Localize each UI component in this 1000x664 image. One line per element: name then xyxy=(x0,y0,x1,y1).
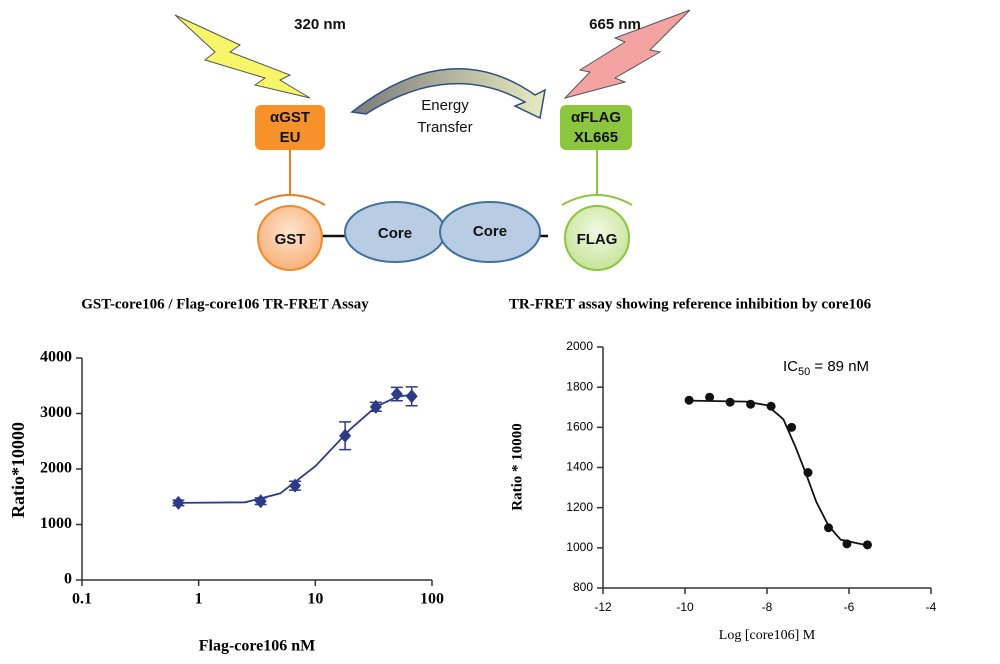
x-tick-label: -8 xyxy=(762,600,773,614)
annotation-text: IC xyxy=(783,358,798,375)
annotation-sub: 50 xyxy=(798,366,810,378)
label: 320 nm xyxy=(294,16,346,33)
diagram: 320 nm 665 nm αGST EU Energy Transfer αF… xyxy=(174,9,691,271)
annotation-text: = 89 nM xyxy=(810,358,869,375)
gst-circle xyxy=(257,205,323,271)
y-tick-label: 1000 xyxy=(566,540,593,554)
y-tick-label: 800 xyxy=(573,580,593,594)
y-tick-label: 1600 xyxy=(566,420,593,434)
y-tick-label: 3000 xyxy=(40,404,72,421)
point xyxy=(369,399,382,414)
y-tick-label: 0 xyxy=(64,571,72,588)
y-tick-label: 1000 xyxy=(40,515,72,532)
chart-title: GST-core106 / Flag-core106 TR-FRET Assay xyxy=(81,296,369,312)
point xyxy=(787,422,797,432)
acceptor-box xyxy=(560,105,632,150)
y-tick-label: 2000 xyxy=(566,339,593,353)
fit-curve xyxy=(178,393,412,504)
label: EU xyxy=(280,129,301,146)
x-axis-label: Log [core106] M xyxy=(719,628,816,643)
point xyxy=(862,540,872,550)
fit-curve xyxy=(689,399,868,547)
y-tick-label: 4000 xyxy=(40,349,72,366)
label: Transfer xyxy=(417,119,472,136)
point xyxy=(725,397,735,407)
x-tick-label: -12 xyxy=(594,600,612,614)
x-tick-label: 1 xyxy=(195,591,203,608)
label: Core xyxy=(378,225,412,242)
label: GST xyxy=(275,231,306,248)
label: αFLAG xyxy=(571,109,621,126)
label: αGST xyxy=(270,109,310,126)
y-tick-label: 2000 xyxy=(40,460,72,477)
label: 665 nm xyxy=(589,16,641,33)
point xyxy=(705,392,715,402)
point xyxy=(746,399,756,409)
point xyxy=(390,387,403,402)
x-axis-label: Flag-core106 nM xyxy=(199,638,316,655)
excitation-bolt xyxy=(174,14,311,99)
x-tick-label: 0.1 xyxy=(72,591,92,608)
label: XL665 xyxy=(574,129,618,146)
x-tick-label: 100 xyxy=(420,591,444,608)
emission-bolt xyxy=(563,9,691,99)
point xyxy=(842,539,852,549)
y-axis-label: Ratio * 10000 xyxy=(509,423,525,511)
point xyxy=(172,495,185,510)
point xyxy=(766,401,776,411)
point xyxy=(803,468,813,478)
transfer-arrow xyxy=(350,68,547,120)
annotation: IC50 = 89 nM xyxy=(783,358,869,378)
acceptor-cup xyxy=(561,194,633,206)
y-tick-label: 1800 xyxy=(566,379,593,393)
label: Core xyxy=(473,223,507,240)
point xyxy=(824,523,833,533)
point xyxy=(339,428,352,443)
point xyxy=(289,478,302,493)
point xyxy=(405,389,418,404)
y-axis-label: Ratio*10000 xyxy=(8,422,28,518)
core-ellipse xyxy=(439,201,541,263)
donor-box xyxy=(255,105,325,150)
x-tick-label: -4 xyxy=(926,600,937,614)
flag-circle xyxy=(564,205,630,271)
y-tick-label: 1400 xyxy=(566,460,593,474)
point xyxy=(684,395,694,405)
x-tick-label: 10 xyxy=(307,591,323,608)
label: FLAG xyxy=(577,231,618,248)
x-tick-label: -6 xyxy=(844,600,855,614)
x-tick-label: -10 xyxy=(676,600,694,614)
label: Energy xyxy=(421,97,469,114)
y-tick-label: 1200 xyxy=(566,500,593,514)
chart-title: TR-FRET assay showing reference inhibiti… xyxy=(509,296,872,312)
point xyxy=(254,494,267,509)
donor-cup xyxy=(254,194,326,206)
